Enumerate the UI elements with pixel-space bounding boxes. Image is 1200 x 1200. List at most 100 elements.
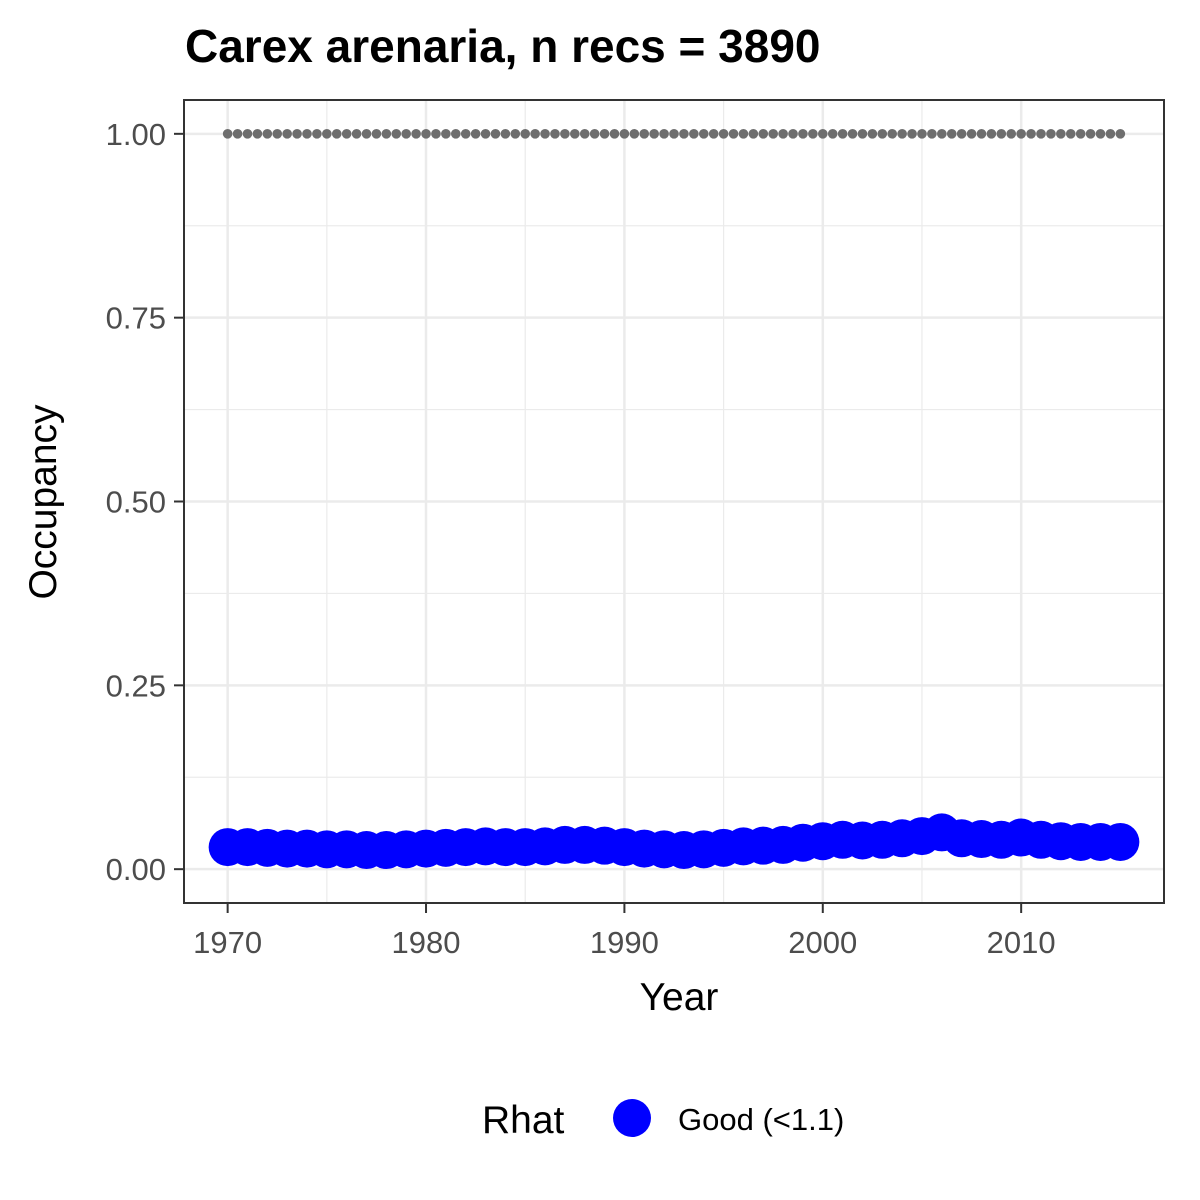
reference-point: [520, 129, 531, 139]
reference-point: [907, 129, 917, 139]
reference-point: [351, 129, 362, 139]
reference-point: [560, 129, 570, 139]
reference-point: [510, 129, 521, 139]
reference-point: [322, 129, 332, 139]
reference-point: [381, 129, 392, 139]
reference-point: [629, 129, 640, 139]
reference-point: [1046, 129, 1056, 139]
reference-point: [937, 129, 947, 139]
reference-point: [1036, 129, 1046, 139]
reference-line: [222, 129, 1126, 139]
reference-point: [887, 129, 898, 139]
reference-point: [540, 129, 550, 139]
reference-point: [1095, 129, 1106, 139]
reference-point: [500, 129, 511, 139]
reference-point: [1105, 129, 1116, 139]
reference-point: [698, 129, 709, 139]
reference-point: [768, 129, 778, 139]
reference-point: [758, 129, 769, 139]
y-tick-label: 0.75: [106, 301, 166, 336]
x-tick-label: 1970: [193, 925, 262, 960]
reference-point: [946, 129, 957, 139]
reference-point: [331, 129, 342, 139]
reference-point: [470, 129, 481, 139]
chart-title: Carex arenaria, n recs = 3890: [185, 20, 821, 72]
reference-point: [788, 129, 798, 139]
reference-point: [341, 129, 352, 139]
reference-point: [808, 129, 818, 139]
reference-point: [460, 129, 471, 139]
reference-point: [401, 129, 411, 139]
reference-point: [609, 129, 620, 139]
reference-point: [897, 129, 907, 139]
x-tick-label: 2010: [987, 925, 1056, 960]
reference-point: [956, 129, 967, 139]
reference-point: [530, 129, 540, 139]
y-axis: 0.00 0.25 0.50 0.75 1.00: [106, 117, 184, 887]
reference-point: [689, 129, 699, 139]
reference-point: [1115, 129, 1126, 139]
reference-point: [411, 129, 421, 139]
reference-point: [867, 129, 878, 139]
x-axis-title: Year: [640, 976, 719, 1019]
data-points: [208, 813, 1140, 870]
reference-point: [877, 129, 888, 139]
reference-point: [579, 129, 590, 139]
reference-point: [312, 129, 322, 139]
reference-point: [996, 129, 1007, 139]
y-tick-label: 1.00: [106, 117, 166, 152]
x-tick-label: 1980: [392, 925, 461, 960]
reference-point: [1065, 129, 1076, 139]
reference-point: [302, 129, 312, 139]
reference-point: [222, 129, 233, 139]
reference-point: [262, 129, 273, 139]
reference-point: [242, 129, 253, 139]
y-tick-label: 0.50: [106, 485, 166, 520]
reference-point: [1006, 129, 1017, 139]
x-axis: 1970 1980 1990 2000 2010: [193, 903, 1056, 960]
reference-point: [827, 129, 838, 139]
reference-point: [292, 129, 302, 139]
reference-point: [431, 129, 441, 139]
grid-lines: [184, 100, 1164, 903]
reference-point: [728, 129, 739, 139]
reference-point: [450, 129, 461, 139]
reference-point: [708, 129, 719, 139]
reference-point: [639, 129, 650, 139]
reference-point: [679, 129, 689, 139]
reference-point: [371, 129, 382, 139]
reference-point: [1056, 129, 1066, 139]
reference-point: [837, 129, 848, 139]
y-tick-label: 0.25: [106, 668, 166, 703]
legend-label-good: Good (<1.1): [678, 1102, 844, 1137]
reference-point: [550, 129, 560, 139]
reference-point: [619, 129, 630, 139]
reference-point: [361, 129, 372, 139]
reference-point: [817, 129, 828, 139]
reference-point: [589, 129, 600, 139]
reference-point: [986, 129, 997, 139]
reference-point: [232, 129, 243, 139]
data-point: [1101, 822, 1140, 861]
reference-point: [480, 129, 491, 139]
legend: Rhat Good (<1.1): [482, 1099, 844, 1142]
reference-point: [927, 129, 937, 139]
reference-point: [421, 129, 431, 139]
reference-point: [857, 129, 868, 139]
legend-key-good: [613, 1099, 651, 1137]
reference-point: [272, 129, 283, 139]
reference-point: [570, 129, 580, 139]
reference-point: [847, 129, 858, 139]
y-tick-label: 0.00: [106, 852, 166, 887]
reference-point: [391, 129, 402, 139]
reference-point: [659, 129, 669, 139]
x-tick-label: 1990: [590, 925, 659, 960]
reference-point: [718, 129, 729, 139]
reference-point: [252, 129, 263, 139]
reference-point: [282, 129, 292, 139]
reference-point: [1075, 129, 1086, 139]
reference-point: [441, 129, 451, 139]
x-tick-label: 2000: [788, 925, 857, 960]
reference-point: [976, 129, 987, 139]
